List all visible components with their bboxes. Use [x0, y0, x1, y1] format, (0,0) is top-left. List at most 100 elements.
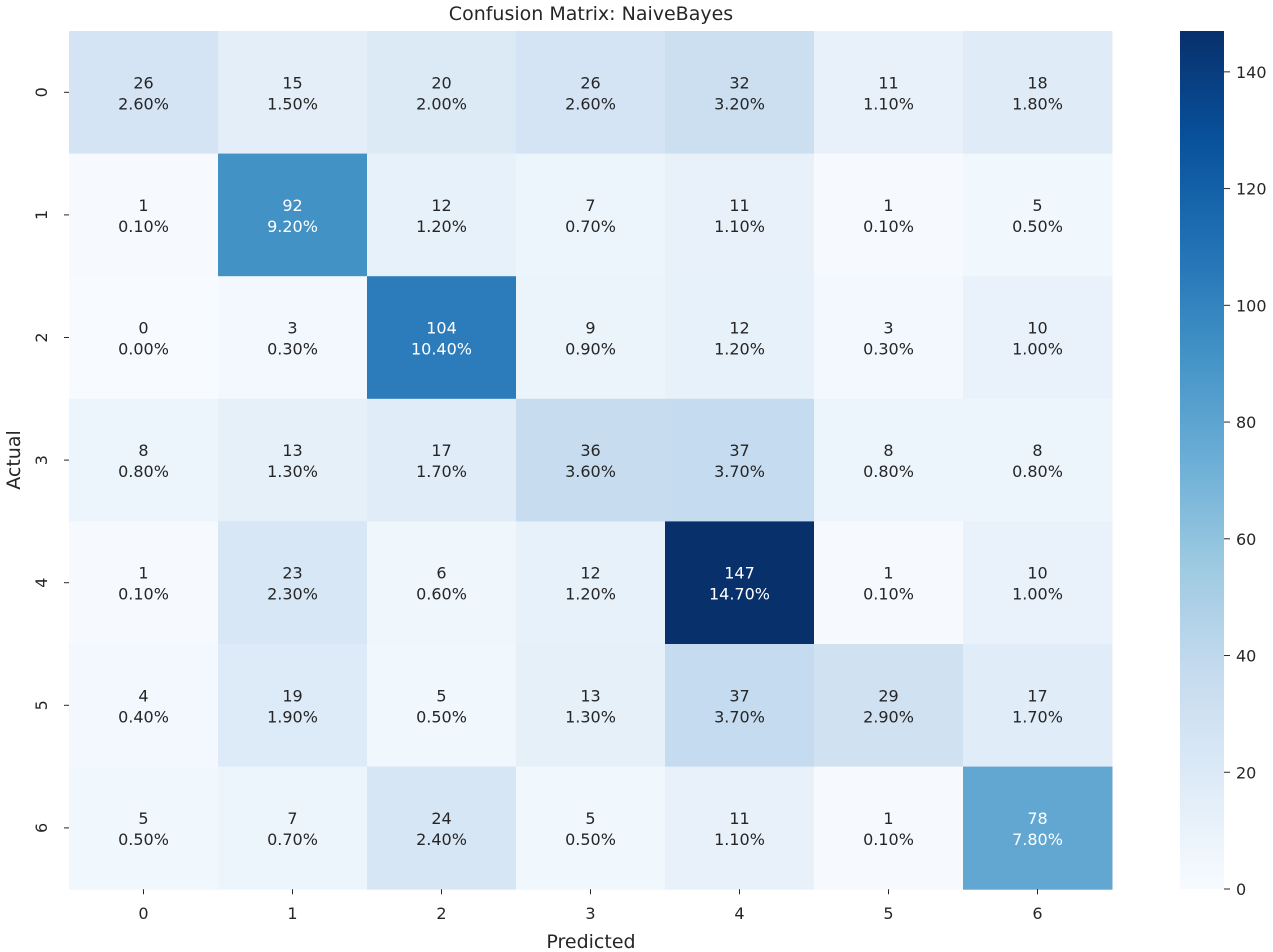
- colorbar-tick-label: 100: [1236, 296, 1267, 315]
- cell-count-label: 37: [729, 686, 749, 705]
- cell-percent-label: 1.00%: [1012, 340, 1063, 359]
- heatmap-cell: [69, 276, 219, 400]
- cell-percent-label: 0.50%: [118, 830, 169, 849]
- heatmap-cell: [963, 766, 1113, 890]
- cell-count-label: 78: [1027, 809, 1047, 828]
- cell-count-label: 26: [580, 73, 600, 92]
- chart-title: Confusion Matrix: NaiveBayes: [449, 3, 733, 25]
- cell-percent-label: 0.70%: [565, 217, 616, 236]
- cell-count-label: 7: [585, 196, 595, 215]
- cell-count-label: 12: [431, 196, 451, 215]
- x-axis-ticks: 0 1 2 3 4 5 6: [138, 889, 1043, 923]
- x-tick-label: 5: [883, 904, 893, 923]
- y-tick-label: 2: [32, 332, 51, 342]
- cell-percent-label: 14.70%: [709, 585, 770, 604]
- colorbar: 0 20 40 60 80 100 120 140: [1180, 31, 1267, 899]
- cell-percent-label: 2.90%: [863, 707, 914, 726]
- y-tick-label: 3: [32, 455, 51, 465]
- cell-count-label: 11: [878, 73, 898, 92]
- cell-percent-label: 0.10%: [863, 217, 914, 236]
- heatmap-cell: [69, 31, 219, 155]
- cell-percent-label: 2.60%: [118, 94, 169, 113]
- heatmap-cell: [516, 766, 666, 890]
- cell-count-label: 32: [729, 73, 749, 92]
- cell-count-label: 4: [138, 686, 148, 705]
- cell-count-label: 23: [282, 564, 302, 583]
- heatmap-cell: [367, 766, 517, 890]
- heatmap-cells: 262.60%151.50%202.00%262.60%323.20%111.1…: [69, 31, 1113, 890]
- cell-count-label: 5: [1032, 196, 1042, 215]
- colorbar-tick-label: 20: [1236, 763, 1256, 782]
- cell-percent-label: 0.50%: [416, 707, 467, 726]
- heatmap-cell: [69, 153, 219, 277]
- x-tick-label: 4: [734, 904, 744, 923]
- heatmap-cell: [963, 644, 1113, 768]
- heatmap-cell: [218, 276, 368, 400]
- cell-count-label: 8: [1032, 441, 1042, 460]
- cell-percent-label: 0.80%: [1012, 462, 1063, 481]
- heatmap-cell: [516, 644, 666, 768]
- heatmap-cell: [367, 31, 517, 155]
- cell-percent-label: 1.10%: [714, 830, 765, 849]
- y-axis-label: Actual: [3, 430, 25, 490]
- heatmap-cell: [69, 398, 219, 522]
- heatmap-cell: [814, 644, 964, 768]
- cell-count-label: 7: [287, 809, 297, 828]
- x-tick-label: 6: [1032, 904, 1042, 923]
- cell-count-label: 1: [138, 564, 148, 583]
- cell-count-label: 5: [436, 686, 446, 705]
- cell-percent-label: 0.80%: [863, 462, 914, 481]
- heatmap-cell: [69, 521, 219, 645]
- cell-count-label: 5: [138, 809, 148, 828]
- heatmap-cell: [367, 276, 517, 400]
- cell-count-label: 10: [1027, 319, 1047, 338]
- cell-percent-label: 2.40%: [416, 830, 467, 849]
- heatmap-cell: [218, 398, 368, 522]
- x-tick-label: 3: [585, 904, 595, 923]
- cell-count-label: 11: [729, 809, 749, 828]
- cell-count-label: 8: [138, 441, 148, 460]
- cell-percent-label: 1.50%: [267, 94, 318, 113]
- heatmap-cell: [665, 153, 815, 277]
- y-tick-label: 0: [32, 87, 51, 97]
- heatmap-cell: [516, 521, 666, 645]
- cell-percent-label: 1.20%: [565, 585, 616, 604]
- cell-percent-label: 10.40%: [411, 340, 472, 359]
- cell-count-label: 11: [729, 196, 749, 215]
- cell-count-label: 92: [282, 196, 302, 215]
- cell-count-label: 18: [1027, 73, 1047, 92]
- cell-percent-label: 1.00%: [1012, 585, 1063, 604]
- cell-count-label: 24: [431, 809, 451, 828]
- cell-percent-label: 3.60%: [565, 462, 616, 481]
- heatmap-cell: [516, 398, 666, 522]
- colorbar-gradient: [1180, 31, 1224, 889]
- cell-count-label: 37: [729, 441, 749, 460]
- cell-percent-label: 1.20%: [416, 217, 467, 236]
- heatmap-cell: [69, 766, 219, 890]
- cell-percent-label: 0.80%: [118, 462, 169, 481]
- heatmap-cell: [218, 521, 368, 645]
- heatmap-cell: [218, 644, 368, 768]
- cell-percent-label: 1.70%: [416, 462, 467, 481]
- cell-count-label: 36: [580, 441, 600, 460]
- cell-count-label: 29: [878, 686, 898, 705]
- colorbar-tick-label: 60: [1236, 530, 1256, 549]
- heatmap-cell: [963, 398, 1113, 522]
- heatmap-cell: [516, 153, 666, 277]
- cell-percent-label: 7.80%: [1012, 830, 1063, 849]
- cell-count-label: 147: [724, 564, 755, 583]
- heatmap-cell: [665, 766, 815, 890]
- cell-count-label: 1: [138, 196, 148, 215]
- heatmap-cell: [814, 276, 964, 400]
- cell-percent-label: 0.60%: [416, 585, 467, 604]
- x-tick-label: 0: [138, 904, 148, 923]
- cell-count-label: 13: [580, 686, 600, 705]
- cell-percent-label: 2.30%: [267, 585, 318, 604]
- cell-count-label: 5: [585, 809, 595, 828]
- x-tick-label: 1: [287, 904, 297, 923]
- heatmap-cell: [963, 276, 1113, 400]
- cell-percent-label: 0.50%: [1012, 217, 1063, 236]
- y-axis-ticks: 0 1 2 3 4 5 6: [32, 87, 69, 833]
- cell-count-label: 15: [282, 73, 302, 92]
